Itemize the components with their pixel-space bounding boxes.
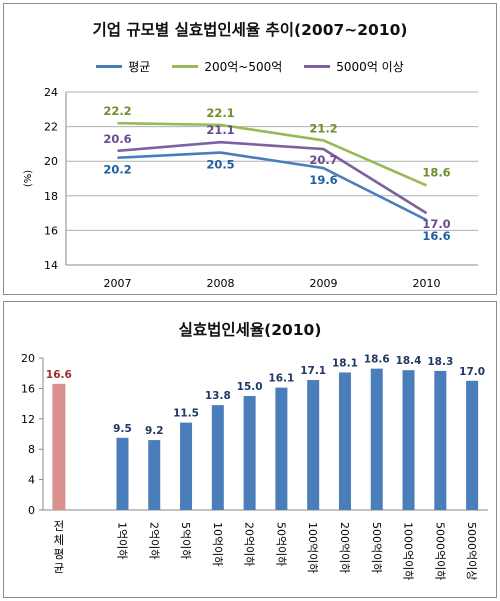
bar	[275, 387, 288, 510]
bar-value-label: 16.1	[268, 373, 294, 385]
line-chart-plot: 14 16 18 20 22 24 2007 2008 2009 2010 (%) 20.2 20.5 1…	[23, 86, 478, 290]
bar-chart-title: 실효법인세율(2010)	[178, 321, 322, 339]
legend-label-mid: 200억~500억	[204, 60, 283, 74]
bar-value-label: 13.8	[205, 390, 231, 402]
data-label-mid: 22.2	[103, 104, 131, 118]
series-line-large	[117, 140, 428, 215]
bar	[307, 380, 320, 510]
bar	[402, 370, 415, 510]
legend-swatch-avg	[96, 65, 123, 68]
x-tick-label: 200억이하	[338, 522, 352, 573]
data-label-avg: 20.5	[206, 158, 234, 172]
bar	[116, 437, 129, 510]
bar-chart-plot: 0 4 8 12 16 20 16.6 전 체 평 균 9.5 1억이하 9.2 2억이하 11.5 5억이하 1…	[21, 352, 488, 580]
data-label-mid: 21.2	[309, 121, 337, 135]
bar	[338, 372, 351, 510]
data-label-avg: 16.6	[422, 229, 450, 243]
legend-item-mid: 200억~500억	[172, 58, 282, 75]
legend-swatch-large	[304, 65, 331, 68]
bar-total	[52, 383, 66, 510]
bar	[370, 368, 383, 510]
data-label-mid: 22.1	[206, 106, 234, 120]
bar-value-label: 15.0	[237, 381, 263, 393]
bar	[148, 440, 161, 510]
y-tick-label: 24	[44, 86, 58, 99]
x-tick-label: 2010	[413, 277, 441, 290]
data-label-avg: 20.2	[103, 163, 131, 177]
data-label-large: 20.7	[309, 153, 337, 167]
x-tick-label: 5억이하	[179, 522, 193, 559]
x-tick-label: 50억이하	[274, 522, 288, 566]
bar-chart-panel: 실효법인세율(2010) 0 4 8 12 16 20 16.6 전 체 평 균 9.5 1억이하 9.2…	[3, 301, 497, 598]
bar	[243, 396, 256, 510]
x-tick-label: 2009	[310, 277, 338, 290]
data-label-avg: 19.6	[309, 173, 337, 187]
legend-item-large: 5000억 이상	[304, 58, 404, 75]
legend-swatch-mid	[172, 65, 199, 68]
y-tick-label: 12	[21, 413, 35, 426]
series-line-avg	[117, 151, 428, 222]
bar	[466, 380, 479, 510]
bar	[434, 370, 447, 510]
bar-value-label: 18.6	[364, 354, 390, 366]
x-tick-label: 1000억이하	[402, 522, 416, 580]
y-tick-label: 18	[44, 190, 58, 203]
bar-value-label: 11.5	[173, 408, 199, 420]
x-tick-label: 5000억이하	[433, 522, 447, 580]
y-tick-label: 8	[28, 443, 35, 456]
line-chart-title: 기업 규모별 실효법인세율 추이(2007~2010)	[92, 21, 408, 39]
y-tick-label: 20	[21, 352, 35, 365]
x-tick-label: 20억이하	[243, 522, 257, 566]
y-axis-label: (%)	[23, 170, 34, 187]
bar-value-label: 16.6	[46, 369, 72, 381]
x-tick-label: 2008	[207, 277, 235, 290]
y-tick-label: 22	[44, 121, 58, 134]
legend-item-avg: 평균	[96, 58, 150, 75]
y-tick-label: 16	[21, 382, 35, 395]
y-tick-label: 20	[44, 155, 58, 168]
data-label-large: 20.6	[103, 132, 131, 146]
bar-value-label: 17.0	[459, 366, 485, 378]
data-label-large: 21.1	[206, 123, 234, 137]
legend-label-avg: 평균	[128, 60, 151, 74]
y-tick-label: 16	[44, 224, 58, 237]
bar	[180, 422, 193, 510]
data-label-large: 17.0	[422, 217, 450, 231]
x-tick-label: 5000억이상	[465, 522, 478, 580]
line-chart-panel: 기업 규모별 실효법인세율 추이(2007~2010) 평균 200억~500억…	[3, 3, 497, 295]
x-tick-label: 2007	[104, 277, 132, 290]
y-tick-label: 4	[28, 474, 35, 487]
line-chart-legend: 평균 200억~500억 5000억 이상	[4, 58, 496, 75]
series-line-mid	[117, 121, 428, 187]
x-tick-label: 10억이하	[211, 522, 225, 566]
y-tick-label: 0	[28, 504, 35, 517]
bar-value-label: 18.3	[427, 356, 453, 368]
x-tick-label: 100억이하	[306, 522, 320, 573]
bar-value-label: 17.1	[300, 365, 326, 377]
x-tick-label: 2억이하	[147, 522, 161, 559]
bar-value-label: 9.2	[145, 425, 164, 437]
bar-value-label: 9.5	[113, 423, 132, 435]
data-label-mid: 18.6	[422, 165, 450, 179]
legend-label-large: 5000억 이상	[336, 60, 404, 74]
bar-value-label: 18.4	[396, 355, 422, 367]
bar-value-label: 18.1	[332, 357, 358, 369]
bar	[211, 405, 224, 510]
y-tick-label: 14	[44, 259, 58, 272]
x-tick-label: 500억이하	[370, 522, 384, 573]
x-tick-label: 1억이하	[115, 522, 129, 559]
